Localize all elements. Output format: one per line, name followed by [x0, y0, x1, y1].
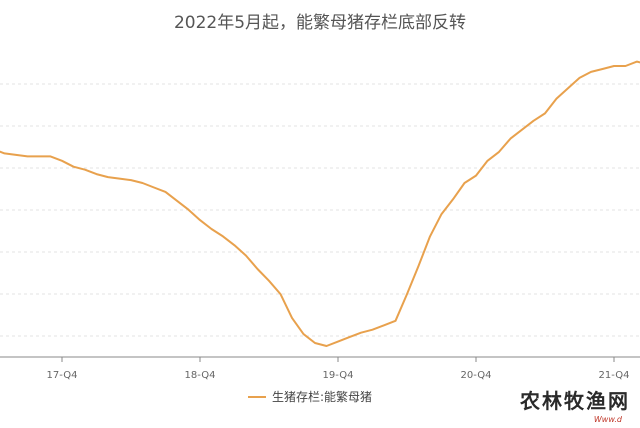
watermark-logo: 农林牧渔网: [520, 389, 630, 413]
legend: 生猪存栏:能繁母猪: [248, 388, 372, 405]
x-tick-label: 21-Q4: [599, 370, 630, 381]
legend-swatch: [248, 395, 266, 398]
x-tick-label: 20-Q4: [461, 370, 492, 381]
series-line: [0, 60, 640, 347]
legend-label: 生猪存栏:能繁母猪: [272, 390, 373, 404]
chart-title: 2022年5月起，能繁母猪存栏底部反转: [173, 13, 467, 33]
x-tick-label: 18-Q4: [185, 370, 216, 381]
watermark-url: Www.d: [593, 415, 622, 424]
x-tick-label: 19-Q4: [323, 370, 354, 381]
x-tick-label: 17-Q4: [47, 370, 78, 381]
